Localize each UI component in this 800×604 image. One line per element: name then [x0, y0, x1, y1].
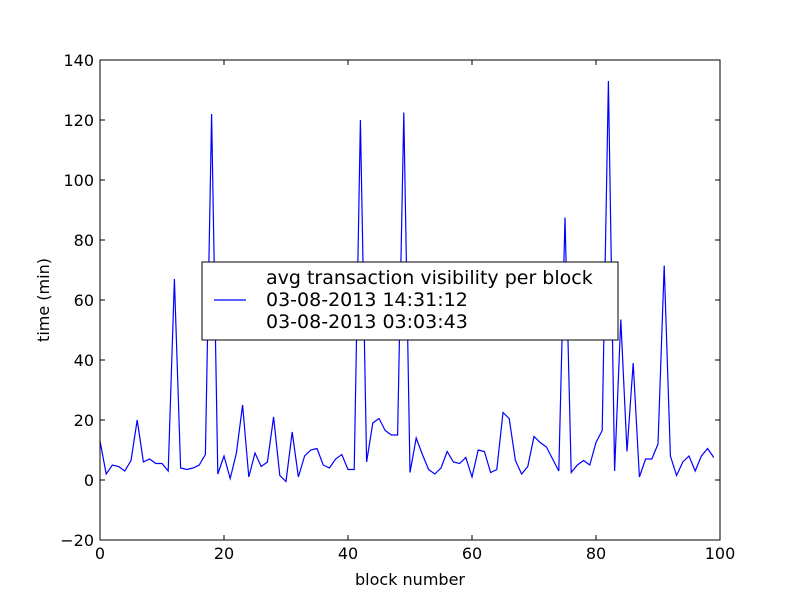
x-tick-label: 80: [586, 544, 606, 563]
x-axis-label: block number: [355, 570, 465, 589]
y-tick-label: 80: [74, 231, 94, 250]
y-tick-label: 20: [74, 411, 94, 430]
legend-line-3: 03-08-2013 03:03:43: [266, 311, 468, 333]
y-tick-label: 140: [63, 51, 94, 70]
y-tick-label: 40: [74, 351, 94, 370]
legend-line-2: 03-08-2013 14:31:12: [266, 289, 468, 311]
legend: avg transaction visibility per block 03-…: [201, 261, 619, 341]
y-tick-label: 120: [63, 111, 94, 130]
x-tick-label: 40: [338, 544, 358, 563]
legend-box: [201, 261, 619, 341]
x-tick-label: 0: [95, 544, 105, 563]
x-tick-label: 100: [705, 544, 736, 563]
y-tick-label: 100: [63, 171, 94, 190]
x-tick-label: 60: [462, 544, 482, 563]
y-tick-label: −20: [60, 531, 94, 550]
x-tick-label: 20: [214, 544, 234, 563]
y-tick-label: 0: [84, 471, 94, 490]
legend-line-1: avg transaction visibility per block: [266, 267, 593, 289]
y-tick-label: 60: [74, 291, 94, 310]
y-axis-label: time (min): [34, 258, 53, 342]
